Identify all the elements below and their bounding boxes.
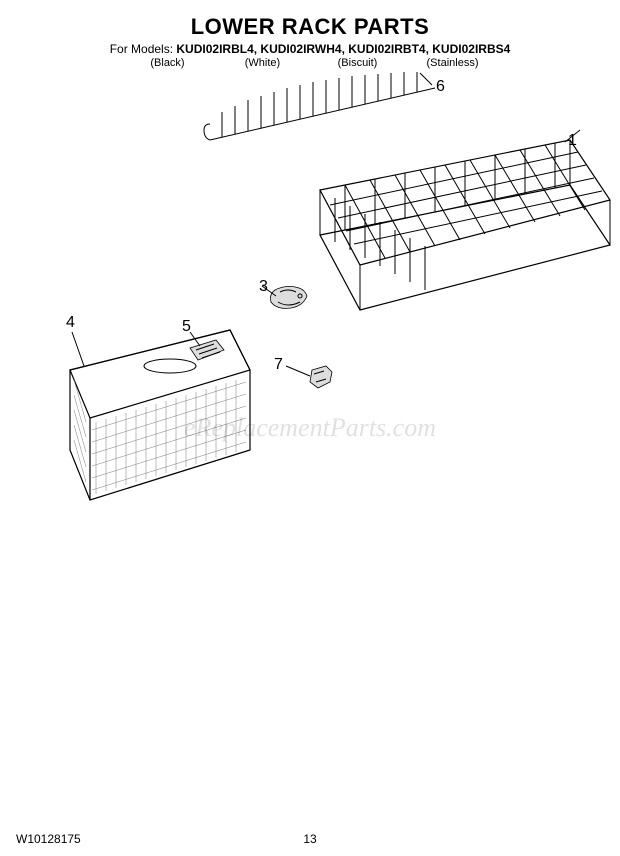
models-line: For Models: KUDI02IRBL4, KUDI02IRWH4, KU… [0,42,620,56]
model-code-1: KUDI02IRWH4 [260,42,341,56]
page-title: LOWER RACK PARTS [0,14,620,40]
model-color-0: (Black) [120,57,215,69]
part-5-cover [190,340,224,360]
callout-7: 7 [274,356,283,374]
parts-diagram [0,70,620,570]
callout-6: 6 [436,78,445,96]
model-code-3: KUDI02IRBS4 [432,42,510,56]
colors-line: (Black)(White)(Biscuit)(Stainless) [0,57,620,69]
part-1-lower-rack [320,140,610,310]
callout-3: 3 [259,278,268,296]
callout-4: 4 [66,314,75,332]
page-container: LOWER RACK PARTS For Models: KUDI02IRBL4… [0,0,620,856]
model-color-1: (White) [215,57,310,69]
callout-1: 1 [568,132,577,150]
part-6-tine-row [204,72,435,140]
part-3-clip [271,286,308,308]
part-7-bracket [310,366,332,388]
models-prefix: For Models: [110,42,177,56]
part-4-silverware-basket [70,330,250,500]
page-number: 13 [0,832,620,846]
model-code-2: KUDI02IRBT4 [348,42,425,56]
model-color-2: (Biscuit) [310,57,405,69]
callout-5: 5 [182,318,191,336]
model-code-0: KUDI02IRBL4 [176,42,253,56]
model-color-3: (Stainless) [405,57,500,69]
